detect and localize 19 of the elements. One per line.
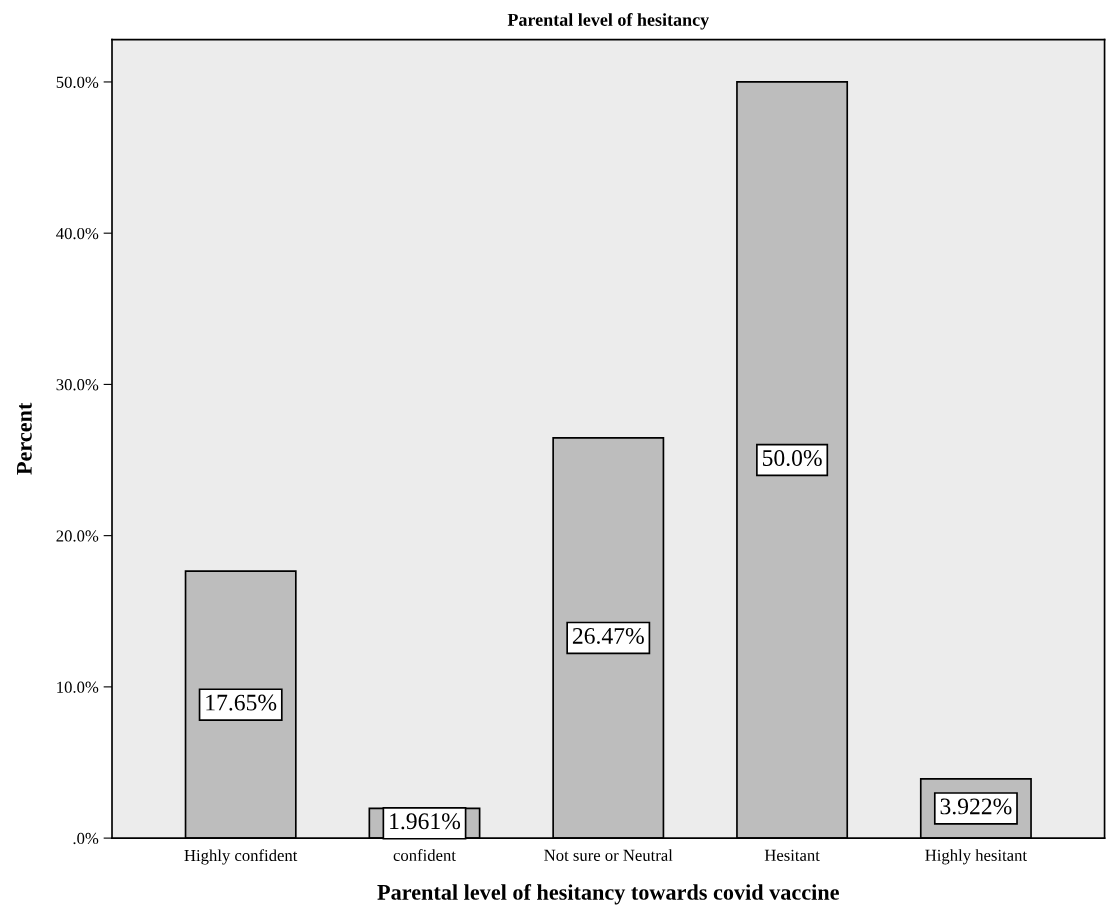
x-tick-label: confident	[393, 849, 456, 861]
x-axis-title: Parental level of hesitancy towards covid vaccine	[377, 884, 839, 905]
data-label: 3.922%	[940, 798, 1012, 815]
x-tick-label: Highly hesitant	[925, 849, 1027, 865]
y-tick-label: 30.0%	[56, 379, 99, 391]
x-tick-label: Highly confident	[184, 849, 298, 865]
x-tick-label: Not sure or Neutral	[544, 849, 673, 861]
x-tick-label: Hesitant	[764, 849, 820, 861]
data-label: 50.0%	[762, 450, 822, 467]
y-tick-label: .0%	[73, 832, 99, 845]
data-label: 26.47%	[572, 627, 644, 644]
data-label: 17.65%	[206, 694, 277, 711]
y-tick-label: 50.0%	[56, 76, 99, 88]
y-tick-label: 20.0%	[56, 530, 99, 542]
y-tick-label: 40.0%	[56, 227, 99, 240]
chart-title: Parental level of hesitancy	[507, 13, 709, 30]
y-tick-label: 10.0%	[57, 681, 99, 693]
data-label: 1.961%	[390, 813, 461, 830]
y-axis-title: Percent	[17, 402, 32, 475]
